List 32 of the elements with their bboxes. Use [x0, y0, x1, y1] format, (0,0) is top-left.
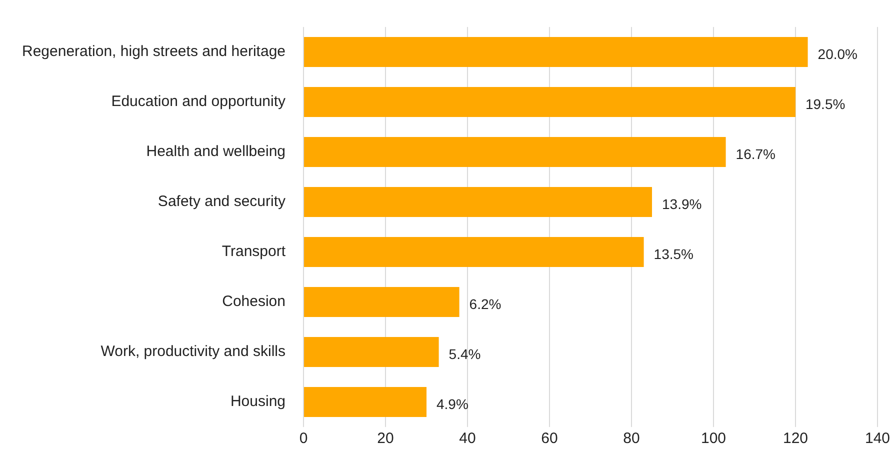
- x-tick-label: 120: [782, 430, 808, 448]
- x-tick-label: 20: [377, 430, 394, 448]
- bar: [304, 187, 652, 217]
- y-tick-label: Education and opportunity: [111, 93, 286, 110]
- bar: [304, 87, 796, 117]
- annotation: 5.4%: [448, 346, 481, 362]
- annotation: 4.9%: [436, 396, 468, 412]
- x-tick-label: 60: [541, 430, 558, 448]
- y-tick-label: Health and wellbeing: [146, 143, 286, 160]
- x-tick-label: 80: [623, 430, 640, 448]
- x-tick-label: 40: [459, 430, 476, 448]
- y-tick-label: Cohesion: [222, 293, 286, 310]
- bar: [304, 287, 460, 317]
- bar: [304, 387, 427, 417]
- annotation: 13.5%: [654, 246, 694, 262]
- annotation: 20.0%: [818, 46, 858, 62]
- x-tick-label: 140: [864, 430, 890, 448]
- bar: [304, 137, 726, 167]
- bar: [304, 37, 808, 67]
- annotation: 13.9%: [662, 196, 702, 212]
- y-tick-label: Safety and security: [158, 193, 286, 210]
- y-tick-label: Regeneration, high streets and heritage: [22, 43, 286, 60]
- bar: [304, 237, 644, 267]
- y-tick-label: Housing: [230, 393, 286, 410]
- bar: [304, 337, 439, 367]
- annotation: 19.5%: [805, 96, 846, 112]
- x-tick-label: 100: [700, 430, 726, 448]
- annotation: 16.7%: [736, 146, 776, 162]
- x-tick-label: 0: [299, 430, 308, 448]
- annotation: 6.2%: [469, 296, 502, 312]
- y-tick-label: Transport: [222, 243, 286, 260]
- y-tick-label: Work, productivity and skills: [100, 343, 286, 360]
